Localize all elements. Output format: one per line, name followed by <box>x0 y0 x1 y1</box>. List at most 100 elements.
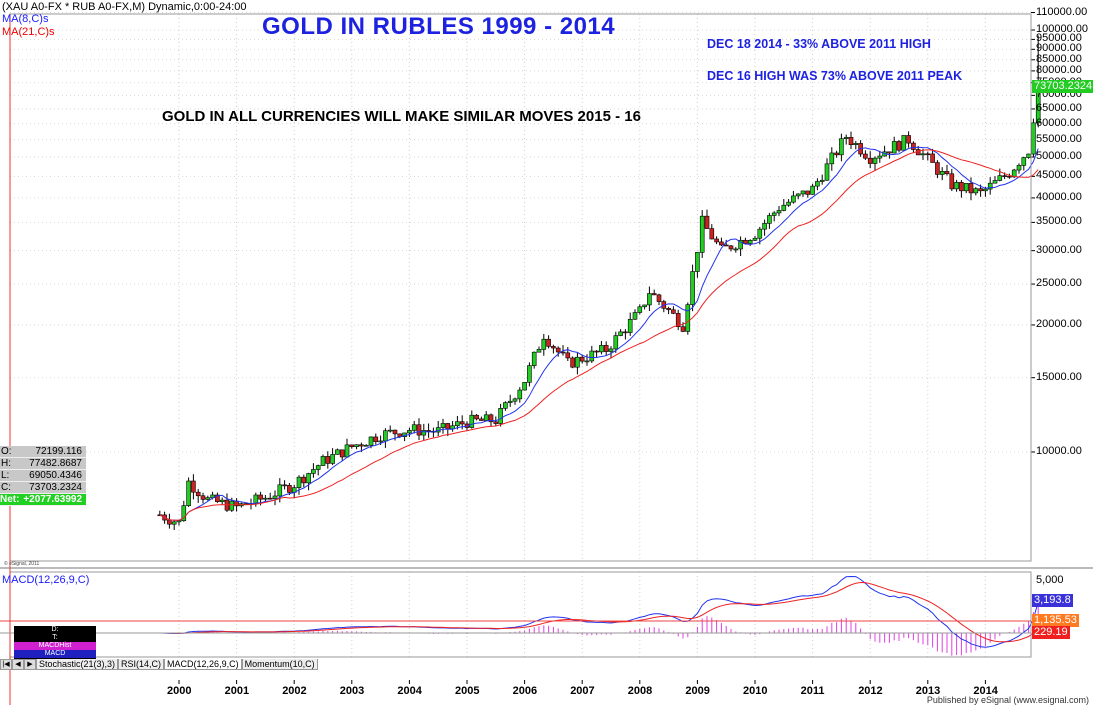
time-tick-label: 2004 <box>397 685 422 697</box>
price-tick-label: 40000.00 <box>1036 190 1082 203</box>
candle-body <box>709 228 715 240</box>
candle-body <box>632 312 638 320</box>
last-price-tag: 73703.2324 <box>1032 79 1093 93</box>
macd-pane-border <box>9 571 1032 658</box>
candle-body <box>205 497 211 500</box>
candle-body <box>531 351 537 366</box>
candle-body <box>843 137 849 139</box>
candle-body <box>685 304 691 332</box>
candle-body <box>949 173 955 190</box>
candle-body <box>1016 165 1022 171</box>
candle-body <box>363 444 369 447</box>
macd-box-d: D: <box>51 626 59 633</box>
candle-body <box>498 408 503 424</box>
publisher-footer: Published by eSignal (www.esignal.com) <box>926 695 1089 705</box>
candle-body <box>651 293 657 296</box>
candle-body <box>987 182 993 190</box>
time-tick-label: 2010 <box>743 685 768 697</box>
price-tick-label: 100000.00 <box>1036 23 1088 35</box>
candle-body <box>579 356 585 362</box>
candle-body <box>637 306 643 313</box>
candle-body <box>344 444 350 458</box>
candle-body <box>704 215 710 229</box>
tab-next-button[interactable]: ▶ <box>24 659 36 670</box>
macd-box-macd: MACD <box>14 650 96 658</box>
candle-body <box>522 382 527 391</box>
candle-body <box>392 429 398 435</box>
tab-first-button[interactable]: |◀ <box>0 659 12 670</box>
candle-body <box>359 444 364 447</box>
candle-body <box>570 357 575 368</box>
candle-body <box>623 331 628 334</box>
candle-body <box>863 153 868 159</box>
ma21-line <box>159 149 1039 521</box>
price-tick-label: 20000.00 <box>1036 317 1082 330</box>
candle-body <box>546 338 551 347</box>
time-tick-label: 2007 <box>570 685 595 697</box>
candle-body <box>378 440 383 443</box>
esignal-copyright: © eSignal, 2011 <box>4 561 40 567</box>
tab-stochastic[interactable]: Stochastic(21(3),3) <box>36 659 119 670</box>
candle-body <box>315 465 321 470</box>
candle-body <box>474 414 479 420</box>
candle-body <box>608 348 614 352</box>
candle-body <box>455 421 460 427</box>
candle-body <box>853 143 859 146</box>
candle-body <box>229 500 235 511</box>
candle-body <box>671 309 676 314</box>
time-tick-label: 2012 <box>858 685 883 697</box>
macd-label: MACD(12,26,9,C) <box>2 574 90 586</box>
tab-rsi[interactable]: RSI(14,C) <box>118 659 165 670</box>
candle-body <box>656 294 662 302</box>
candle-body <box>512 398 518 402</box>
candle-body <box>493 421 499 424</box>
candle-body <box>536 349 542 353</box>
annotation-dec16: DEC 16 HIGH WAS 73% ABOVE 2011 PEAK <box>707 69 963 83</box>
candle-body <box>469 414 475 428</box>
tab-macd[interactable]: MACD(12,26,9,C) <box>164 659 242 670</box>
macd-box-hist: MACDHist <box>14 642 96 650</box>
candle-body <box>618 331 623 336</box>
candle-body <box>954 182 959 190</box>
candle-body <box>1021 157 1027 166</box>
candle-body <box>599 345 604 353</box>
time-tick-label: 2001 <box>224 685 250 697</box>
tab-prev-button[interactable]: ◀ <box>12 659 24 670</box>
candle-body <box>675 313 681 328</box>
candle-body <box>301 476 307 484</box>
candle-body <box>551 346 556 349</box>
candle-body <box>195 491 201 497</box>
time-tick-label: 2014 <box>973 685 998 697</box>
time-tick-label: 2013 <box>915 685 941 697</box>
ohlc-low: L: 69050.4346 <box>0 470 86 482</box>
time-tick-label: 2000 <box>167 685 192 697</box>
price-tick-label: 65000.00 <box>1036 101 1082 114</box>
candle-body <box>781 204 787 211</box>
candle-body <box>191 480 196 493</box>
candle-body <box>935 162 940 175</box>
candle-body <box>810 185 815 195</box>
candle-body <box>891 141 897 154</box>
candle-body <box>383 430 388 442</box>
price-tick-label: 80000.00 <box>1036 63 1082 76</box>
ohlc-high: H: 77482.8687 <box>0 458 86 470</box>
candle-body <box>339 449 345 458</box>
candle-body <box>1002 175 1007 177</box>
candle-body <box>767 215 772 224</box>
candle-body <box>627 318 633 333</box>
candle-body <box>666 308 671 311</box>
candle-body <box>771 212 777 216</box>
ma21-legend: MA(21,C)s <box>2 26 55 38</box>
candle-body <box>459 421 465 425</box>
candle-body <box>699 215 705 253</box>
price-tick-label: 50000.00 <box>1036 150 1082 163</box>
candle-body <box>258 494 263 500</box>
candle-body <box>887 151 892 154</box>
annotation-dec18: DEC 18 2014 - 33% ABOVE 2011 HIGH <box>707 37 931 51</box>
price-tick-label: 90000.00 <box>1036 42 1082 55</box>
candle-body <box>805 190 811 195</box>
ohlc-box: O: 72199.116 H: 77482.8687 L: 69050.4346 C:… <box>0 446 86 506</box>
candle-body <box>584 360 590 363</box>
tab-momentum[interactable]: Momentum(10,C) <box>241 659 318 670</box>
candle-body <box>824 163 830 181</box>
